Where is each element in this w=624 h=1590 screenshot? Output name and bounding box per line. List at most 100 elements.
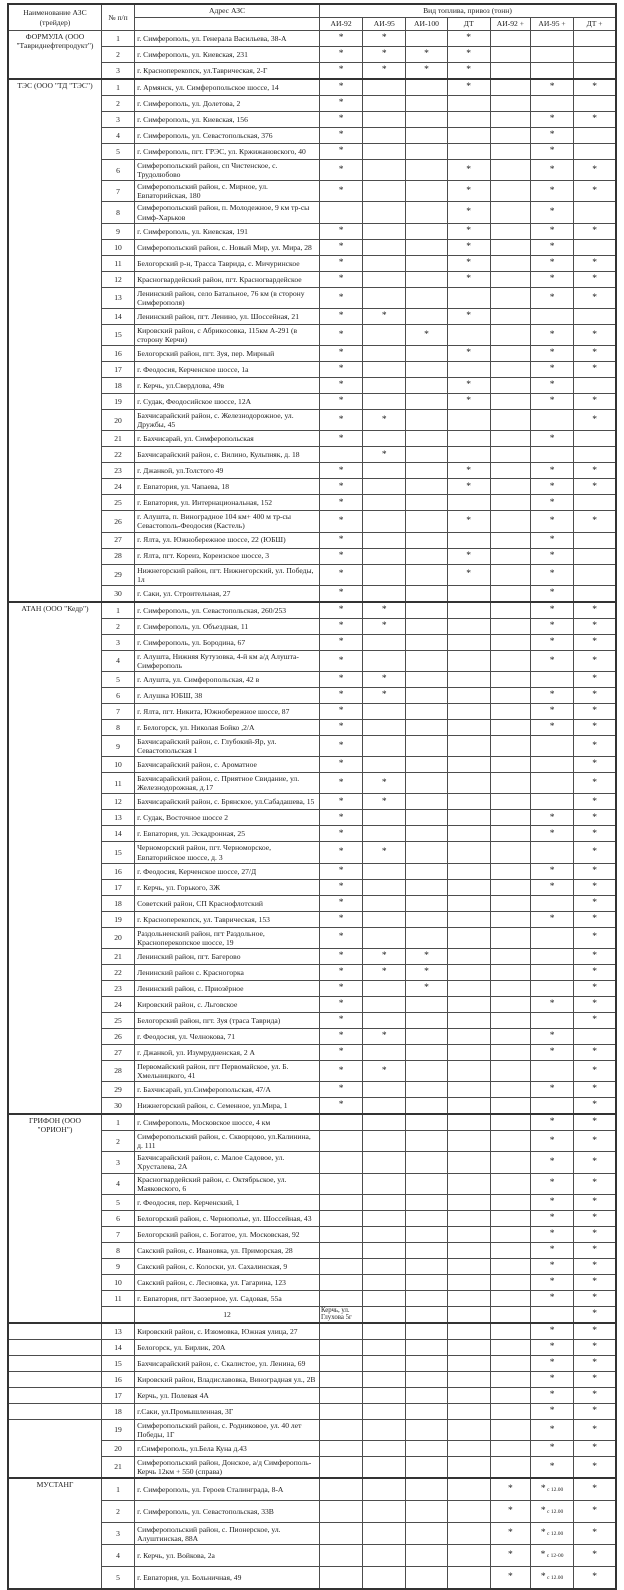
fuel-mark-cell [489, 377, 531, 395]
fuel-mark-cell [446, 878, 491, 896]
asterisk-mark: * [549, 1117, 555, 1128]
row-number-cell: 9 [100, 222, 136, 240]
address-cell: г. Симферополь, Московское шоссе, 4 км [134, 1113, 320, 1132]
fuel-mark-cell [489, 46, 531, 63]
address-cell: Бахчисарайский район, с. Железнодорожное… [134, 409, 320, 432]
fuel-mark-cell [529, 62, 575, 80]
fuel-mark-cell: * [529, 862, 575, 880]
row-number-cell: 1 [100, 78, 136, 96]
asterisk-mark: * [466, 207, 472, 218]
fuel-mark-cell [362, 478, 407, 496]
asterisk-mark: * [549, 164, 555, 175]
asterisk-mark: * [338, 637, 344, 647]
fuel-mark-cell [405, 862, 448, 880]
fuel-mark-cell [405, 1354, 448, 1372]
address-cell: г. Ялта, пгт. Кореиз, Кореизское шоссе, … [134, 547, 320, 565]
asterisk-mark: * [592, 1228, 597, 1239]
time-note: с 12.00 [545, 1487, 564, 1494]
fuel-mark-cell [489, 409, 531, 432]
fuel-mark-cell: * [573, 1193, 617, 1211]
asterisk-mark: * [592, 951, 597, 962]
address-cell: г. Алушта, Нижняя Кутузовка, 4-й км а/д … [134, 649, 320, 672]
fuel-mark-cell: * [318, 510, 364, 533]
fuel-mark-cell [405, 1386, 448, 1404]
fuel-mark-cell: * [446, 547, 491, 565]
fuel-mark-cell [405, 1370, 448, 1388]
fuel-mark-cell [405, 361, 448, 379]
fuel-mark-cell [362, 547, 407, 565]
fuel-mark-cell: * [529, 1386, 575, 1404]
fuel-mark-cell [362, 862, 407, 880]
table-row: 15 Черноморский район, пгт. Черноморское,… [8, 841, 617, 864]
fuel-mark-cell: * [318, 345, 364, 363]
fuel-mark-cell [405, 702, 448, 720]
fuel-mark-cell [405, 222, 448, 240]
address-cell: Белогорский район, с. Чернополье, ул. Шо… [134, 1209, 320, 1227]
row-number-cell: 19 [100, 910, 136, 928]
asterisk-mark: * [338, 516, 344, 527]
fuel-mark-cell: * [529, 1321, 575, 1340]
asterisk-mark: * [592, 865, 597, 876]
fuel-mark-cell [405, 1257, 448, 1275]
fuel-mark-cell: * [529, 494, 575, 512]
address-cell: г. Бахчисарай, ул.Симферопольская, 47/А [134, 1081, 320, 1099]
fuel-mark-cell: * [573, 1209, 617, 1227]
fuel-mark-cell: * [446, 201, 491, 224]
fuel-mark-cell: * [573, 686, 617, 704]
fuel-mark-cell: * [318, 1081, 364, 1099]
fuel-mark-cell [446, 1011, 491, 1029]
address-cell: г. Симферополь, ул. Севастопольская, 376 [134, 127, 320, 144]
fuel-mark-cell [529, 46, 575, 63]
fuel-mark-cell [362, 979, 407, 997]
fuel-mark-cell [362, 734, 407, 758]
fuel-mark-cell [489, 1402, 531, 1420]
asterisk-mark: * [508, 1572, 513, 1583]
row-number-cell: 20 [100, 1439, 136, 1457]
fuel-mark-cell [529, 734, 575, 758]
fuel-mark-cell [362, 1500, 407, 1524]
row-number-cell: 8 [100, 718, 136, 736]
asterisk-mark: * [338, 257, 344, 268]
table-row: 30 Нижнегорский район, с. Семенное, ул.Ми… [8, 1097, 617, 1115]
asterisk-mark: * [592, 1424, 597, 1435]
fuel-mark-cell [362, 1354, 407, 1372]
asterisk-mark: * [338, 913, 344, 924]
fuel-mark-cell [529, 1305, 575, 1324]
fuel-mark-cell [446, 1321, 491, 1340]
address-cell: Первомайский район, пгт Первомайское, ул… [134, 1059, 320, 1083]
asterisk-mark: * [338, 1047, 344, 1058]
fuel-mark-cell: * [529, 825, 575, 843]
fuel-mark-cell: * [318, 1043, 364, 1061]
address-cell: Бахчисарайский район, с. Малое Садовое, … [134, 1151, 320, 1174]
asterisk-mark: * [338, 759, 344, 770]
address-cell: г. Феодосия, пер. Керченский, 1 [134, 1193, 320, 1211]
fuel-mark-cell [405, 633, 448, 651]
fuel-mark-cell: * [573, 323, 617, 347]
fuel-mark-cell: * [573, 1418, 617, 1441]
asterisk-mark: * [338, 49, 344, 60]
asterisk-mark: * [381, 621, 387, 631]
fuel-mark-cell [318, 446, 364, 464]
asterisk-mark: * [592, 637, 597, 647]
fuel-mark-cell: * [573, 633, 617, 651]
row-number-cell: 24 [100, 995, 136, 1013]
table-row: 9 Бахчисарайский район, с. Глубокий-Яр, у… [8, 734, 617, 758]
fuel-mark-cell: * [573, 1241, 617, 1259]
fuel-mark-cell: * [446, 377, 491, 395]
table-row: 14 Ленинский район, пгт. Ленино, ул. Шосс… [8, 307, 617, 325]
asterisk-mark: * [466, 550, 472, 561]
fuel-mark-cell [405, 1321, 448, 1340]
address-cell: г. Евпатория, ул. Интернациональная, 152 [134, 494, 320, 512]
fuel-mark-cell [405, 1241, 448, 1259]
fuel-mark-cell [405, 446, 448, 464]
table-row: 25 г. Евпатория, ул. Интернациональная, 1… [8, 494, 617, 512]
asterisk-mark: * [592, 722, 597, 733]
fuel-mark-cell: * [362, 617, 407, 635]
fuel-mark-cell: * [573, 462, 617, 480]
row-number-cell: 9 [100, 1257, 136, 1275]
fuel-mark-cell [318, 1439, 364, 1457]
fuel-mark-cell [405, 718, 448, 736]
fuel-mark-cell [362, 270, 407, 288]
fuel-mark-cell: * [573, 180, 617, 203]
table-row: 13 Кировский район, с. Изюмовка, Южная ул… [7, 1321, 617, 1340]
